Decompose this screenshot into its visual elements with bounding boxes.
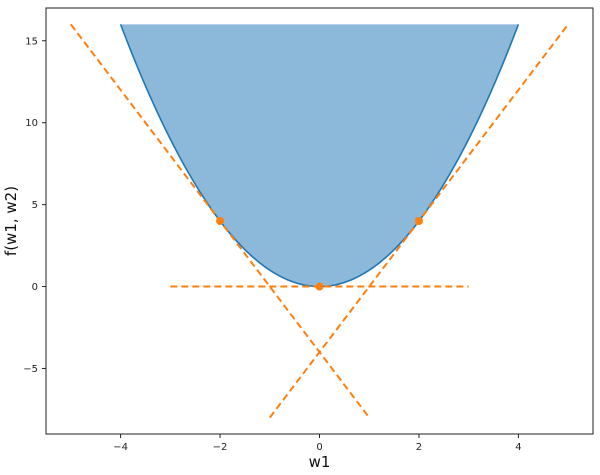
- y-tick-label: −5: [23, 364, 38, 375]
- tangent-point: [414, 217, 423, 225]
- x-tick-label: 4: [515, 442, 521, 453]
- x-axis-label: w1: [309, 453, 331, 471]
- x-tick-label: −2: [213, 442, 228, 453]
- y-axis-label: f(w1, w2): [2, 186, 20, 256]
- y-axis-ticks: −5 0 5 10 15: [23, 36, 46, 375]
- y-tick-label: 5: [32, 200, 38, 211]
- tangent-point: [315, 282, 324, 291]
- x-tick-label: 0: [316, 442, 322, 453]
- x-tick-label: 2: [416, 442, 422, 453]
- x-axis-ticks: −4 −2 0 2 4: [113, 434, 522, 453]
- filled-region: [120, 24, 519, 287]
- tangent-point: [216, 217, 225, 225]
- y-tick-label: 15: [25, 36, 38, 47]
- x-tick-label: −4: [113, 442, 128, 453]
- chart-marks: [70, 23, 569, 419]
- y-tick-label: 0: [32, 282, 38, 293]
- y-tick-label: 10: [25, 118, 38, 129]
